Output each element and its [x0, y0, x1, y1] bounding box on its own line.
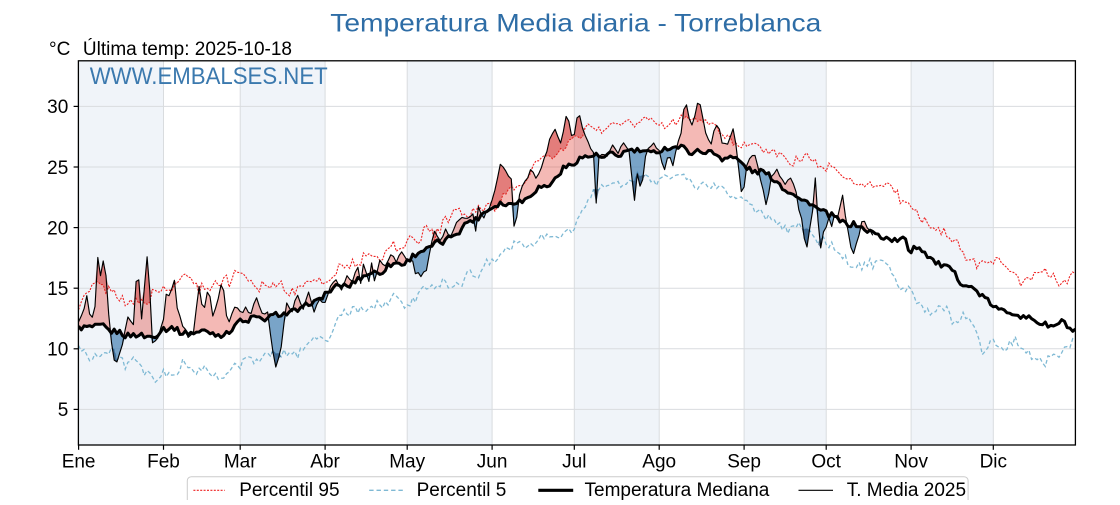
svg-text:Jul: Jul	[562, 451, 586, 472]
svg-text:WWW.EMBALSES.NET: WWW.EMBALSES.NET	[90, 64, 328, 90]
svg-text:Temperatura Mediana: Temperatura Mediana	[585, 480, 770, 500]
svg-text:15: 15	[47, 279, 68, 300]
svg-text:5: 5	[58, 400, 69, 421]
svg-text:Percentil 5: Percentil 5	[417, 480, 507, 500]
svg-text:Abr: Abr	[310, 451, 340, 472]
svg-text:30: 30	[47, 97, 68, 118]
svg-text:20: 20	[47, 218, 68, 239]
svg-text:Sep: Sep	[727, 451, 761, 472]
svg-text:Nov: Nov	[894, 451, 928, 472]
svg-text:25: 25	[47, 158, 68, 179]
svg-text:Jun: Jun	[477, 451, 508, 472]
svg-text:Ene: Ene	[62, 451, 96, 472]
svg-text:T. Media 2025: T. Media 2025	[847, 480, 966, 500]
svg-text:°C: °C	[49, 39, 70, 60]
svg-text:Ago: Ago	[642, 451, 676, 472]
svg-text:Temperatura Media diaria - Tor: Temperatura Media diaria - Torreblanca	[330, 11, 821, 38]
svg-text:Feb: Feb	[147, 451, 180, 472]
svg-text:Percentil 95: Percentil 95	[239, 480, 339, 500]
svg-text:Última temp: 2025-10-18: Última temp: 2025-10-18	[83, 38, 292, 60]
svg-text:Mar: Mar	[224, 451, 257, 472]
svg-text:10: 10	[47, 340, 68, 361]
svg-text:Dic: Dic	[980, 451, 1007, 472]
svg-text:Oct: Oct	[811, 451, 841, 472]
svg-text:May: May	[389, 451, 425, 472]
